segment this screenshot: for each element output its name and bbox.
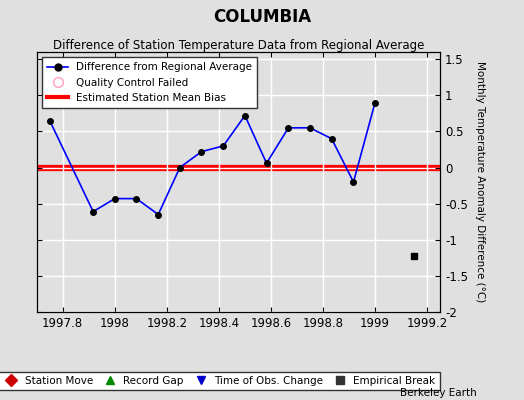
- Title: Difference of Station Temperature Data from Regional Average: Difference of Station Temperature Data f…: [53, 39, 424, 52]
- Legend: Station Move, Record Gap, Time of Obs. Change, Empirical Break: Station Move, Record Gap, Time of Obs. C…: [0, 372, 440, 390]
- Y-axis label: Monthly Temperature Anomaly Difference (°C): Monthly Temperature Anomaly Difference (…: [475, 61, 485, 303]
- Text: Berkeley Earth: Berkeley Earth: [400, 388, 477, 398]
- Text: COLUMBIA: COLUMBIA: [213, 8, 311, 26]
